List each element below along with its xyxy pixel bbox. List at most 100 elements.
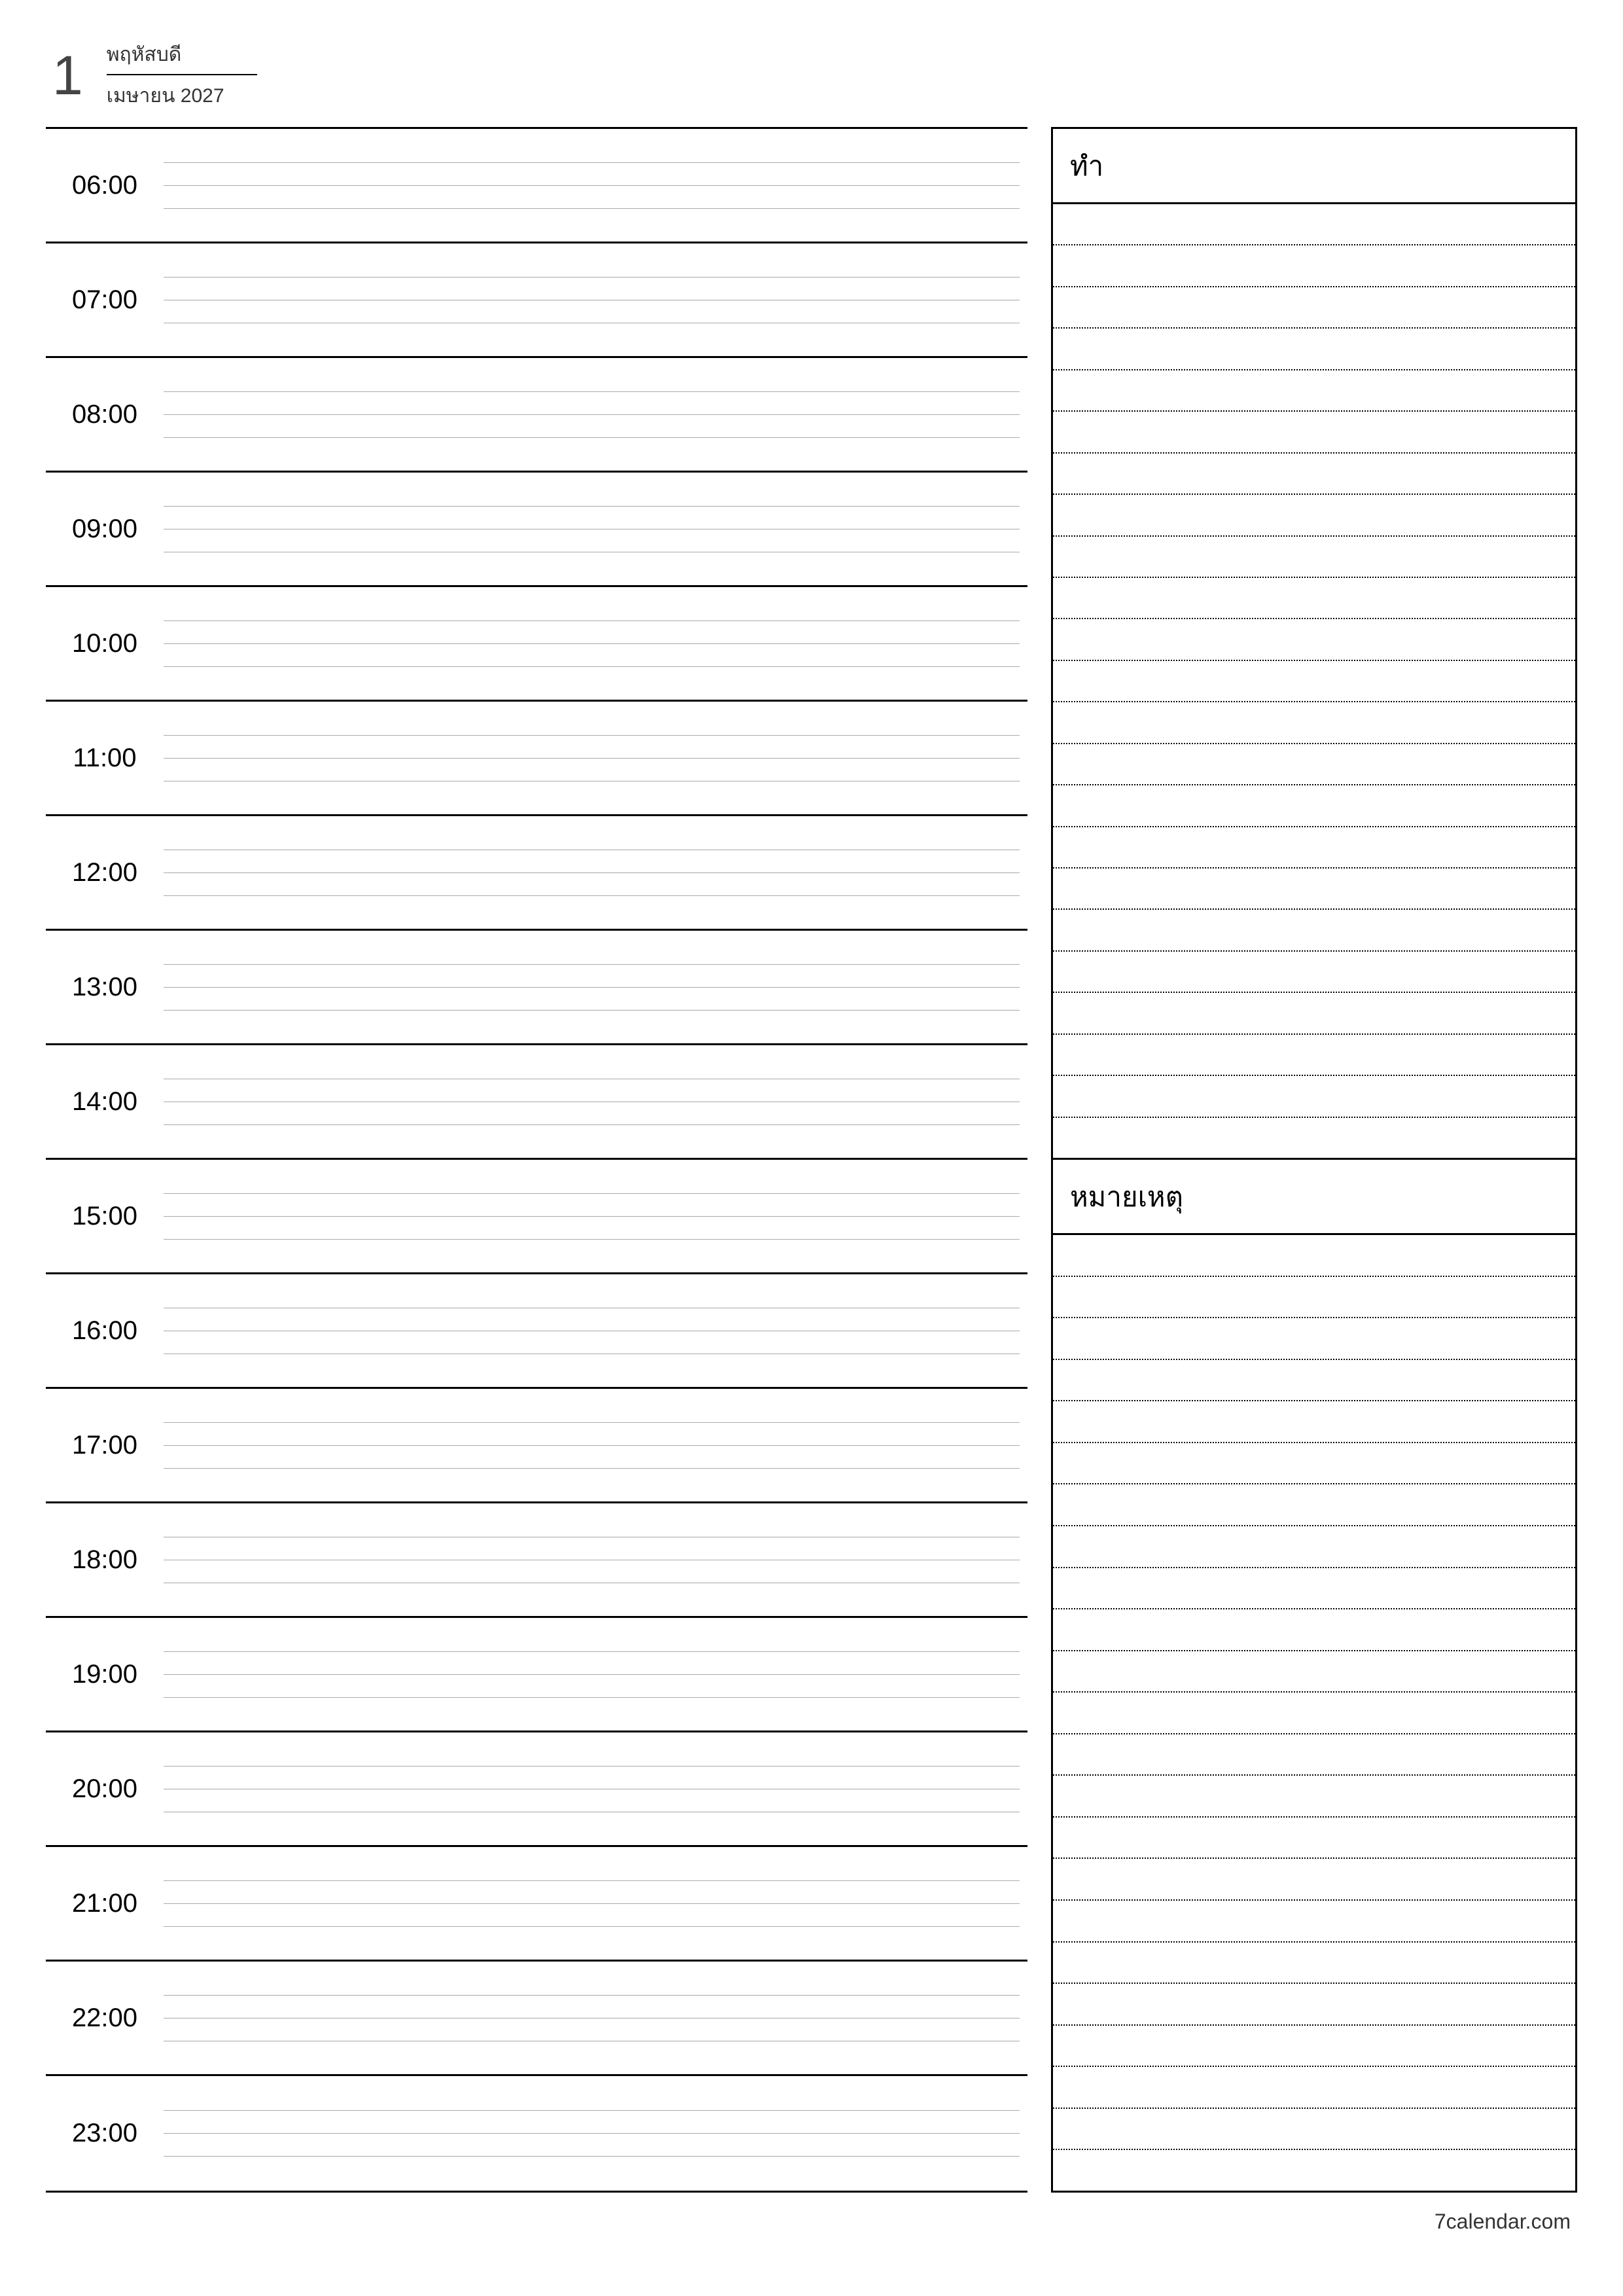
dotted-line xyxy=(1053,1568,1575,1610)
hour-sublines xyxy=(164,358,1027,471)
subline xyxy=(164,2156,1020,2157)
hour-row: 12:00 xyxy=(46,816,1027,931)
dotted-line xyxy=(1053,744,1575,785)
subline xyxy=(164,1239,1020,1240)
hour-row: 20:00 xyxy=(46,1732,1027,1847)
hour-sublines xyxy=(164,243,1027,356)
hour-sublines xyxy=(164,816,1027,929)
hour-sublines xyxy=(164,1274,1027,1387)
subline xyxy=(164,964,1020,965)
subline xyxy=(164,185,1020,186)
hour-sublines xyxy=(164,1732,1027,1845)
dotted-line xyxy=(1053,1776,1575,1818)
subline xyxy=(164,758,1020,759)
subline xyxy=(164,1697,1020,1698)
dotted-line xyxy=(1053,1943,1575,1984)
hour-sublines xyxy=(164,1618,1027,1731)
dotted-line xyxy=(1053,702,1575,744)
hour-label: 12:00 xyxy=(46,816,164,929)
dotted-line xyxy=(1053,1734,1575,1776)
hour-sublines xyxy=(164,1503,1027,1616)
dotted-line xyxy=(1053,245,1575,287)
subline xyxy=(164,643,1020,644)
subline xyxy=(164,2133,1020,2134)
dotted-line xyxy=(1053,1277,1575,1319)
schedule-panel: 06:0007:0008:0009:0010:0011:0012:0013:00… xyxy=(46,127,1027,2193)
subline xyxy=(164,1880,1020,1881)
hour-row: 22:00 xyxy=(46,1962,1027,2076)
subline xyxy=(164,666,1020,667)
day-meta: พฤหัสบดี เมษายน 2027 xyxy=(107,39,257,111)
hour-sublines xyxy=(164,1962,1027,2074)
dotted-line xyxy=(1053,329,1575,370)
dotted-line xyxy=(1053,827,1575,869)
hour-sublines xyxy=(164,2076,1027,2191)
dotted-line xyxy=(1053,578,1575,619)
hour-sublines xyxy=(164,129,1027,242)
hour-label: 16:00 xyxy=(46,1274,164,1387)
hour-row: 16:00 xyxy=(46,1274,1027,1389)
dotted-line xyxy=(1053,412,1575,453)
month-year-label: เมษายน 2027 xyxy=(107,79,257,111)
subline xyxy=(164,1903,1020,1904)
hour-sublines xyxy=(164,473,1027,585)
hour-label: 18:00 xyxy=(46,1503,164,1616)
hour-row: 15:00 xyxy=(46,1160,1027,1274)
subline xyxy=(164,987,1020,988)
hour-label: 14:00 xyxy=(46,1045,164,1158)
hour-label: 19:00 xyxy=(46,1618,164,1731)
hour-row: 06:00 xyxy=(46,129,1027,243)
content: 06:0007:0008:0009:0010:0011:0012:0013:00… xyxy=(46,127,1577,2193)
dotted-line xyxy=(1053,1235,1575,1277)
notes-title: หมายเหตุ xyxy=(1053,1160,1575,1235)
hour-label: 15:00 xyxy=(46,1160,164,1272)
subline xyxy=(164,414,1020,415)
todo-title: ทำ xyxy=(1053,129,1575,204)
dotted-line xyxy=(1053,1318,1575,1360)
dotted-line xyxy=(1053,1693,1575,1734)
subline xyxy=(164,1468,1020,1469)
subline xyxy=(164,735,1020,736)
hour-label: 13:00 xyxy=(46,931,164,1043)
dotted-line xyxy=(1053,204,1575,245)
hour-row: 14:00 xyxy=(46,1045,1027,1160)
hour-row: 10:00 xyxy=(46,587,1027,702)
hour-sublines xyxy=(164,702,1027,814)
hour-sublines xyxy=(164,1389,1027,1501)
notes-lines xyxy=(1053,1235,1575,2191)
dotted-line xyxy=(1053,1526,1575,1568)
dotted-line xyxy=(1053,1118,1575,1158)
dotted-line xyxy=(1053,2067,1575,2109)
dotted-line xyxy=(1053,993,1575,1034)
hour-row: 08:00 xyxy=(46,358,1027,473)
dotted-line xyxy=(1053,2026,1575,2068)
subline xyxy=(164,1766,1020,1767)
todo-panel: ทำ xyxy=(1051,127,1577,1160)
header: 1 พฤหัสบดี เมษายน 2027 xyxy=(46,39,1577,111)
dotted-line xyxy=(1053,785,1575,827)
hour-label: 10:00 xyxy=(46,587,164,700)
dotted-line xyxy=(1053,1859,1575,1901)
hour-row: 18:00 xyxy=(46,1503,1027,1618)
hour-label: 11:00 xyxy=(46,702,164,814)
subline xyxy=(164,391,1020,392)
dotted-line xyxy=(1053,1401,1575,1443)
subline xyxy=(164,162,1020,163)
side-column: ทำ หมายเหตุ xyxy=(1051,127,1577,2193)
dotted-line xyxy=(1053,1901,1575,1943)
subline xyxy=(164,1674,1020,1675)
subline xyxy=(164,1010,1020,1011)
subline xyxy=(164,1651,1020,1652)
subline xyxy=(164,620,1020,621)
dotted-line xyxy=(1053,661,1575,702)
hour-row: 17:00 xyxy=(46,1389,1027,1503)
subline xyxy=(164,1124,1020,1125)
hour-label: 20:00 xyxy=(46,1732,164,1845)
hour-label: 08:00 xyxy=(46,358,164,471)
subline xyxy=(164,506,1020,507)
hour-row: 21:00 xyxy=(46,1847,1027,1962)
dotted-line xyxy=(1053,495,1575,536)
hour-row: 07:00 xyxy=(46,243,1027,358)
hour-row: 13:00 xyxy=(46,931,1027,1045)
hour-row: 09:00 xyxy=(46,473,1027,587)
